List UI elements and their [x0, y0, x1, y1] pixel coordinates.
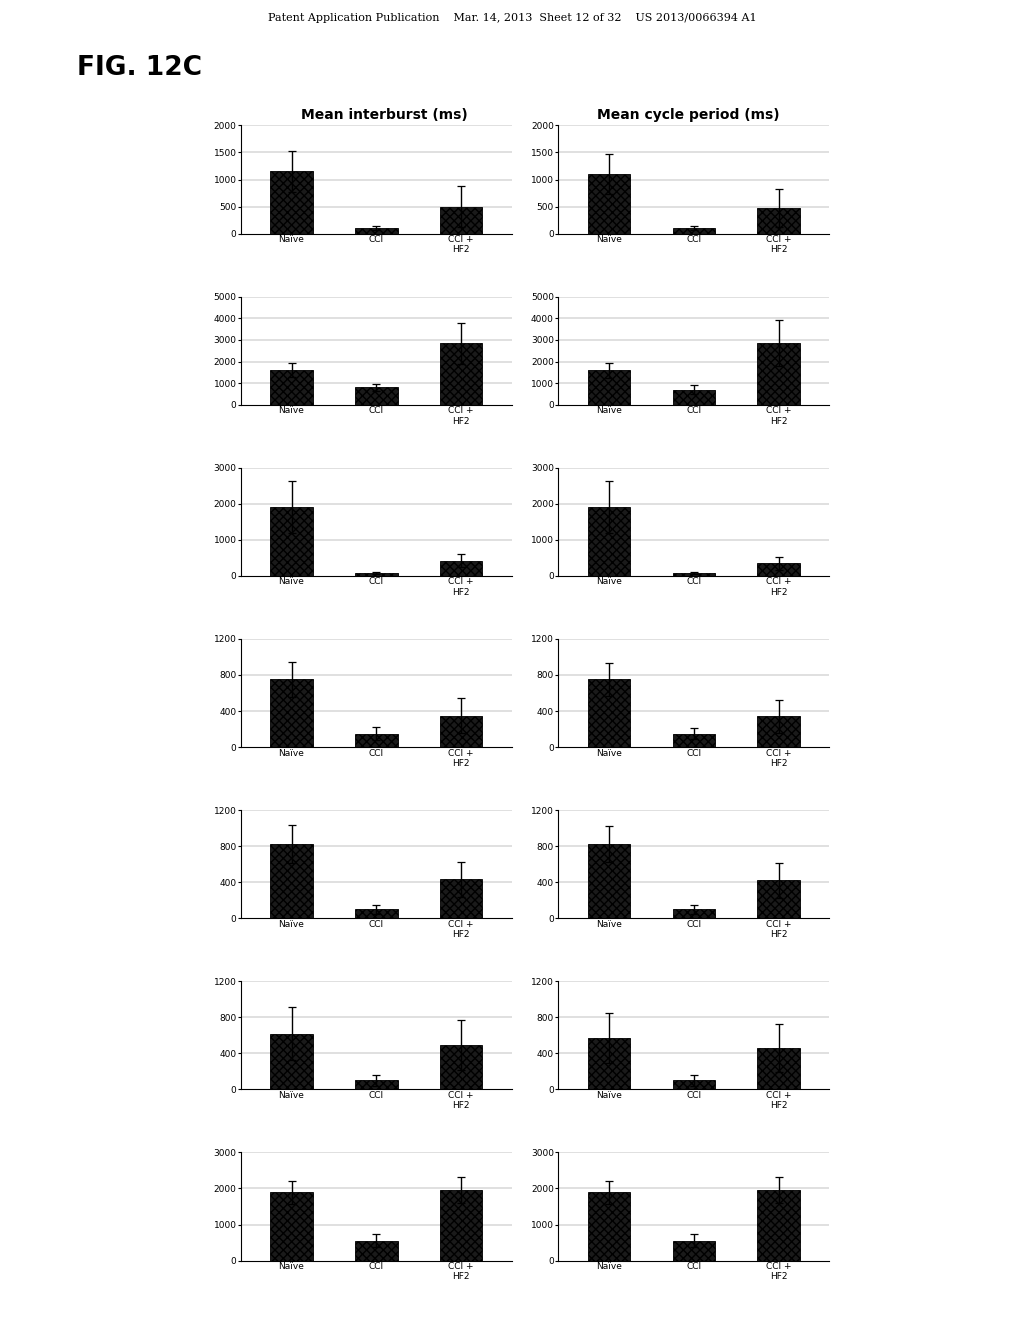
Bar	[270, 507, 312, 576]
Text: FIG. 12C: FIG. 12C	[77, 55, 202, 82]
Bar	[673, 909, 715, 919]
Bar	[440, 206, 482, 234]
Bar	[588, 1192, 630, 1261]
Bar	[440, 1191, 482, 1261]
Text: Mean interburst (ms): Mean interburst (ms)	[301, 108, 467, 123]
Text: Mean cycle period (ms): Mean cycle period (ms)	[597, 108, 779, 123]
Bar	[758, 1191, 800, 1261]
Text: Patent Application Publication    Mar. 14, 2013  Sheet 12 of 32    US 2013/00663: Patent Application Publication Mar. 14, …	[267, 13, 757, 24]
Bar	[758, 343, 800, 405]
Bar	[355, 1241, 397, 1261]
Bar	[588, 174, 630, 234]
Bar	[270, 172, 312, 234]
Bar	[673, 389, 715, 405]
Bar	[355, 228, 397, 234]
Bar	[440, 1045, 482, 1089]
Bar	[440, 561, 482, 576]
Bar	[588, 845, 630, 919]
Bar	[758, 1048, 800, 1089]
Bar	[270, 370, 312, 405]
Bar	[588, 370, 630, 405]
Bar	[355, 573, 397, 576]
Bar	[673, 734, 715, 747]
Bar	[758, 564, 800, 576]
Bar	[355, 388, 397, 405]
Bar	[673, 228, 715, 234]
Bar	[673, 573, 715, 576]
Bar	[440, 715, 482, 747]
Bar	[758, 717, 800, 747]
Bar	[588, 1038, 630, 1089]
Bar	[270, 1034, 312, 1089]
Bar	[588, 507, 630, 576]
Bar	[270, 845, 312, 919]
Bar	[355, 1080, 397, 1089]
Bar	[355, 734, 397, 747]
Bar	[355, 909, 397, 919]
Bar	[440, 343, 482, 405]
Bar	[440, 879, 482, 919]
Bar	[758, 207, 800, 234]
Bar	[758, 880, 800, 919]
Bar	[673, 1241, 715, 1261]
Bar	[270, 1192, 312, 1261]
Bar	[588, 680, 630, 747]
Bar	[673, 1080, 715, 1089]
Bar	[270, 680, 312, 747]
